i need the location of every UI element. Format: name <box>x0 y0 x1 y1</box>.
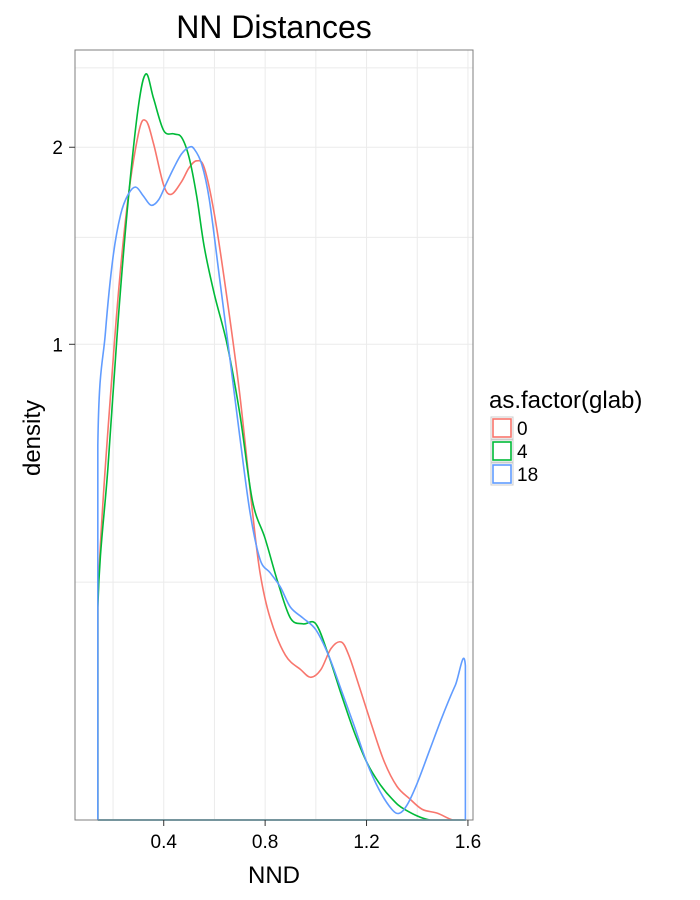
y-tick-label: 2 <box>52 138 63 159</box>
chart-title: NN Distances <box>176 9 372 45</box>
series-lines <box>97 73 467 821</box>
legend-swatch-0 <box>492 418 512 438</box>
plot-panel <box>74 49 474 821</box>
series-line-18 <box>97 145 467 821</box>
legend-swatch-4 <box>492 441 512 461</box>
legend-key-0 <box>490 416 514 440</box>
legend-label-0: 0 <box>517 419 528 440</box>
x-axis: 0.4 0.8 1.2 1.6 <box>151 820 481 853</box>
grid-lines <box>75 50 473 820</box>
x-axis-title: NND <box>248 862 300 889</box>
legend-swatch-18 <box>492 464 512 484</box>
y-axis: 12 <box>52 138 75 356</box>
y-tick-label: 1 <box>52 335 63 356</box>
plot-border <box>74 49 474 821</box>
x-tick-label: 0.8 <box>252 832 278 853</box>
legend-key-4 <box>490 439 514 463</box>
series-line-0 <box>97 119 467 821</box>
legend-label-18: 18 <box>517 465 538 486</box>
x-tick-label: 1.2 <box>353 832 379 853</box>
legend-title: as.factor(glab) <box>489 387 642 414</box>
plot-background <box>75 50 473 820</box>
series-line-4 <box>97 73 467 821</box>
x-tick-label: 0.4 <box>151 832 178 853</box>
y-axis-title: density <box>19 400 46 476</box>
x-tick-label: 1.6 <box>455 832 481 853</box>
legend-key-18 <box>490 462 514 486</box>
legend-label-4: 4 <box>517 442 528 463</box>
